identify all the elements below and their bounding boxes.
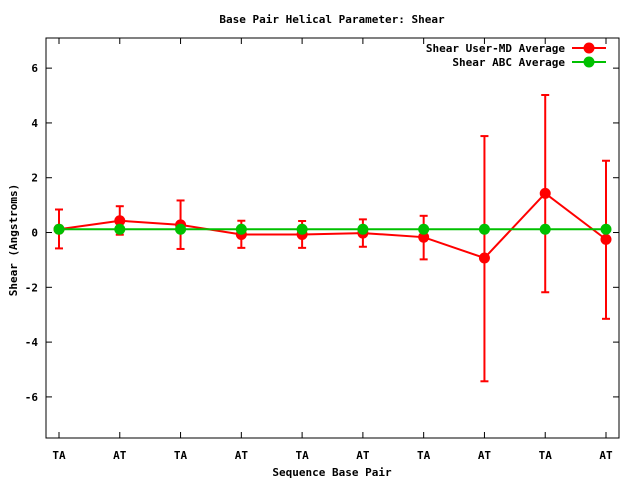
data-point xyxy=(600,223,612,235)
x-tick-label: TA xyxy=(174,449,188,462)
x-axis: TA AT TA AT TA AT TA AT TA AT xyxy=(52,38,613,462)
legend-label: Shear User-MD Average xyxy=(426,42,565,55)
x-tick-label: AT xyxy=(356,449,370,462)
data-point xyxy=(114,215,126,227)
y-tick-label: 2 xyxy=(31,172,38,185)
error-bars-0 xyxy=(55,93,610,383)
y-axis: -6 -4 -2 0 2 4 6 xyxy=(25,62,619,404)
x-tick-label: AT xyxy=(478,449,492,462)
x-tick-label: AT xyxy=(113,449,127,462)
data-point xyxy=(478,252,490,264)
y-tick-label: 0 xyxy=(31,227,38,240)
data-point xyxy=(235,223,247,235)
data-point xyxy=(418,223,430,235)
y-tick-label: 6 xyxy=(31,62,38,75)
x-tick-label: TA xyxy=(539,449,553,462)
data-point xyxy=(539,187,551,199)
data-point xyxy=(418,231,430,243)
data-point xyxy=(539,223,551,235)
x-tick-label: AT xyxy=(599,449,613,462)
data-point xyxy=(478,223,490,235)
y-tick-label: -2 xyxy=(25,281,38,294)
data-point xyxy=(175,223,187,235)
data-point xyxy=(357,223,369,235)
x-tick-label: TA xyxy=(52,449,66,462)
x-tick-label: TA xyxy=(295,449,309,462)
data-point xyxy=(600,233,612,245)
y-tick-label: -6 xyxy=(25,391,39,404)
chart-title: Base Pair Helical Parameter: Shear xyxy=(219,13,445,26)
series-line-0 xyxy=(58,192,607,260)
y-axis-label: Shear (Angstroms) xyxy=(7,184,20,297)
legend-marker xyxy=(583,42,595,54)
x-tick-label: TA xyxy=(417,449,431,462)
data-point xyxy=(114,223,126,235)
legend-label: Shear ABC Average xyxy=(452,56,565,69)
x-axis-label: Sequence Base Pair xyxy=(272,466,392,479)
data-point xyxy=(53,223,65,235)
y-tick-label: 4 xyxy=(31,117,38,130)
legend-marker xyxy=(583,56,595,68)
plot-frame xyxy=(45,37,620,439)
series-layer xyxy=(53,93,612,383)
x-tick-label: AT xyxy=(235,449,249,462)
data-point xyxy=(296,223,308,235)
y-tick-label: -4 xyxy=(25,336,39,349)
